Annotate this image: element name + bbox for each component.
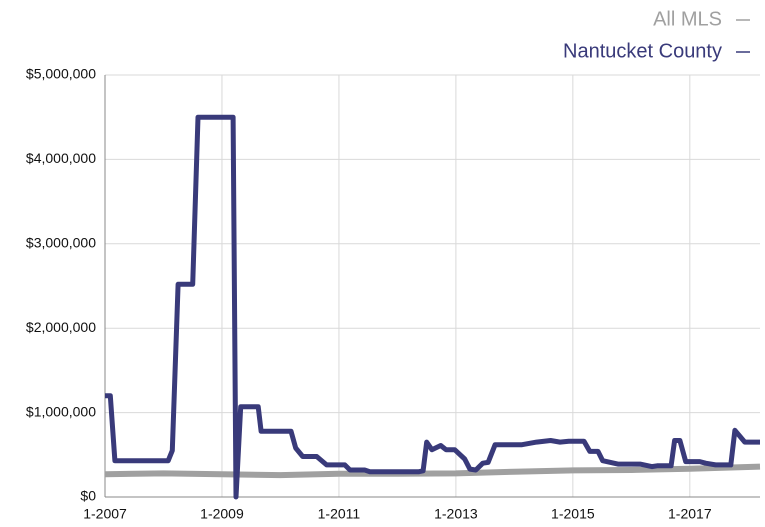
series-line	[105, 114, 760, 500]
y-tick-label: $2,000,000	[26, 319, 96, 335]
y-tick-label: $3,000,000	[26, 235, 96, 251]
y-tick-label: $0	[80, 488, 96, 504]
x-tick-label: 1-2013	[434, 506, 478, 522]
legend-label: Nantucket County	[563, 40, 722, 62]
x-tick-label: 1-2011	[318, 506, 361, 522]
y-tick-label: $1,000,000	[26, 403, 96, 419]
y-tick-label: $4,000,000	[26, 150, 96, 166]
x-tick-label: 1-2015	[551, 506, 595, 522]
legend-label: All MLS	[653, 8, 722, 30]
x-tick-label: 1-2009	[200, 506, 244, 522]
series-line	[104, 463, 761, 479]
x-tick-label: 1-2017	[668, 506, 712, 522]
y-tick-label: $5,000,000	[26, 66, 96, 82]
x-tick-label: 1-2007	[83, 506, 127, 522]
